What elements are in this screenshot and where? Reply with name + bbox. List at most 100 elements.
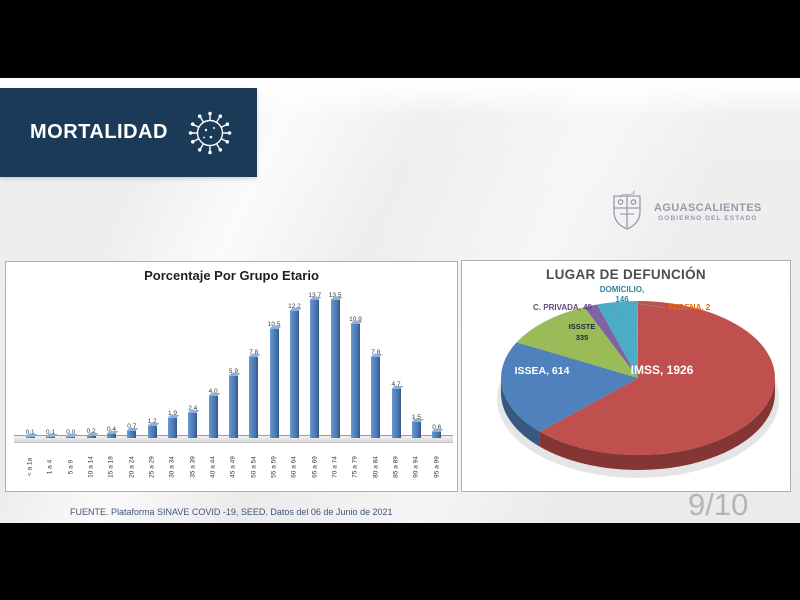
- x-axis-category-cell: 30 a 34: [162, 444, 182, 489]
- state-logo: AGUASCALIENTES GOBIERNO DEL ESTADO: [608, 186, 762, 237]
- bar-column: 0.6: [427, 292, 447, 438]
- bar-chart-panel: Porcentaje Por Grupo Etario 0.1 0.1 0.0 0.2…: [5, 261, 458, 492]
- bar: [411, 422, 421, 438]
- bar-value-label: 4.7: [391, 381, 401, 388]
- bar: [249, 356, 259, 438]
- pie-slice-domicilio: [597, 301, 638, 378]
- bar: [25, 436, 35, 438]
- bar: [147, 425, 157, 438]
- bar: [228, 376, 238, 438]
- letterbox-top: [0, 0, 800, 78]
- bar-value-label: 12.2: [288, 302, 301, 310]
- bar-column: 1.9: [162, 292, 182, 438]
- x-axis-category-cell: 50 a 54: [244, 444, 264, 489]
- pie-label-imss: IMSS, 1926: [630, 363, 694, 377]
- bar-column: 13.7: [305, 292, 325, 438]
- bar: [167, 418, 177, 438]
- bar: [127, 430, 137, 438]
- bar-column: 5.9: [223, 292, 243, 438]
- bar-value-label: 1.9: [167, 410, 177, 418]
- bar-chart-title: Porcentaje Por Grupo Etario: [144, 268, 319, 283]
- pie-chart-panel: LUGAR DE DEFUNCIÓN DOMICILIO, 146 C. PRI…: [461, 260, 791, 492]
- bar-value-label: 0.6: [432, 423, 442, 431]
- section-title: MORTALIDAD: [30, 121, 168, 143]
- bar-column: 0.4: [101, 292, 121, 438]
- x-axis-category-cell: 15 a 19: [101, 444, 121, 489]
- x-axis-category-label: 60 a 64: [290, 455, 298, 478]
- bar-column: 1.2: [142, 292, 162, 438]
- bar-column: 13.5: [325, 292, 345, 438]
- x-axis-category-label: 65 a 69: [311, 455, 319, 478]
- bar: [208, 396, 218, 438]
- bar-value-label: 0.7: [127, 422, 137, 430]
- bar-column: 2.4: [183, 292, 203, 438]
- x-axis-category-cell: 75 a 79: [345, 444, 365, 489]
- source-note: FUENTE. Plataforma SINAVE COVID -19, SEE…: [70, 507, 393, 517]
- bar-value-label: 0.4: [106, 425, 116, 433]
- bar-value-label: 0.1: [45, 428, 56, 436]
- domicilio-leader-line: [612, 304, 620, 320]
- x-axis-category-label: 50 a 54: [250, 455, 258, 478]
- x-axis-category-label: 25 a 29: [148, 455, 156, 478]
- bar-column: 12.2: [284, 292, 304, 438]
- bar-column: 4.7: [386, 292, 406, 438]
- pie-callout-lines: [612, 302, 667, 320]
- x-axis-category-label: 55 a 59: [270, 455, 278, 478]
- x-axis-category-cell: 5 a 9: [61, 444, 81, 489]
- x-axis-category-label: < a 1a: [26, 457, 34, 476]
- x-axis-category-label: 10 a 14: [87, 455, 95, 478]
- bar: [330, 300, 340, 438]
- x-axis-category-cell: 85 a 89: [386, 444, 406, 489]
- bar: [432, 431, 442, 438]
- x-axis-category-cell: 90 a 94: [406, 444, 426, 489]
- x-axis-category-cell: 45 a 49: [223, 444, 243, 489]
- bar-value-label: 0.2: [86, 427, 96, 435]
- bar-value-label: 1.2: [147, 417, 157, 425]
- x-axis-category-label: 35 a 39: [189, 455, 197, 478]
- pie-slice-imss: [539, 301, 775, 455]
- pie-slice-issste: [516, 307, 638, 378]
- pie-label-sedena: SEDENA, 2: [668, 303, 711, 312]
- bar-column: 0.7: [122, 292, 142, 438]
- bar-column: 10.5: [264, 292, 284, 438]
- logo-subtitle: GOBIERNO DEL ESTADO: [658, 214, 758, 222]
- pie-slice-c. privada: [584, 304, 638, 378]
- pie-label-issea: ISSEA, 614: [514, 365, 570, 377]
- bar-value-label: 2.4: [188, 404, 198, 412]
- bar-value-label: 7.8: [371, 348, 381, 356]
- bar: [66, 436, 76, 438]
- x-axis-category-label: 1 a 4: [46, 459, 54, 474]
- bar-chart-plot-area: 0.1 0.1 0.0 0.2 0.4 0.7 1.2 1.9 2.4 4.0 5.9 7.8 10.5…: [20, 292, 447, 438]
- bar-column: 0.1: [20, 292, 40, 438]
- bar-chart-x-axis-labels: < a 1a 1 a 4 5 a 9 10 a 14 15 a 19 20 a 24 25 …: [20, 444, 447, 489]
- x-axis-category-label: 5 a 9: [67, 459, 75, 474]
- bar: [310, 300, 320, 438]
- bar-column: 0.2: [81, 292, 101, 438]
- x-axis-category-cell: 1 a 4: [40, 444, 60, 489]
- x-axis-category-cell: 25 a 29: [142, 444, 162, 489]
- x-axis-category-cell: 70 a 74: [325, 444, 345, 489]
- bar: [391, 389, 401, 438]
- letterbox-bottom: [0, 523, 800, 600]
- page-number: 9/10: [688, 487, 749, 522]
- x-axis-category-cell: 95 a 99: [427, 444, 447, 489]
- x-axis-category-label: 40 a 44: [209, 455, 217, 478]
- pie-chart-title: LUGAR DE DEFUNCIÓN: [546, 267, 706, 282]
- pie-label-issste: ISSSTE 335: [568, 322, 596, 342]
- bar-value-label: 0.0: [66, 428, 76, 436]
- x-axis-category-label: 95 a 99: [433, 455, 441, 478]
- pie-slice-side-issea: [501, 378, 540, 447]
- x-axis-category-cell: < a 1a: [20, 444, 40, 489]
- x-axis-category-label: 85 a 89: [392, 455, 400, 478]
- pie-slice-sedena: [637, 301, 638, 378]
- x-axis-category-cell: 40 a 44: [203, 444, 223, 489]
- bar: [269, 328, 279, 438]
- bar-value-label: 1.5: [411, 414, 421, 422]
- x-axis-category-cell: 35 a 39: [183, 444, 203, 489]
- x-axis-category-cell: 55 a 59: [264, 444, 284, 489]
- x-axis-category-label: 15 a 19: [107, 455, 115, 478]
- x-axis-category-label: 45 a 49: [229, 455, 237, 478]
- bar-value-label: 0.1: [25, 428, 35, 436]
- bar: [371, 356, 381, 438]
